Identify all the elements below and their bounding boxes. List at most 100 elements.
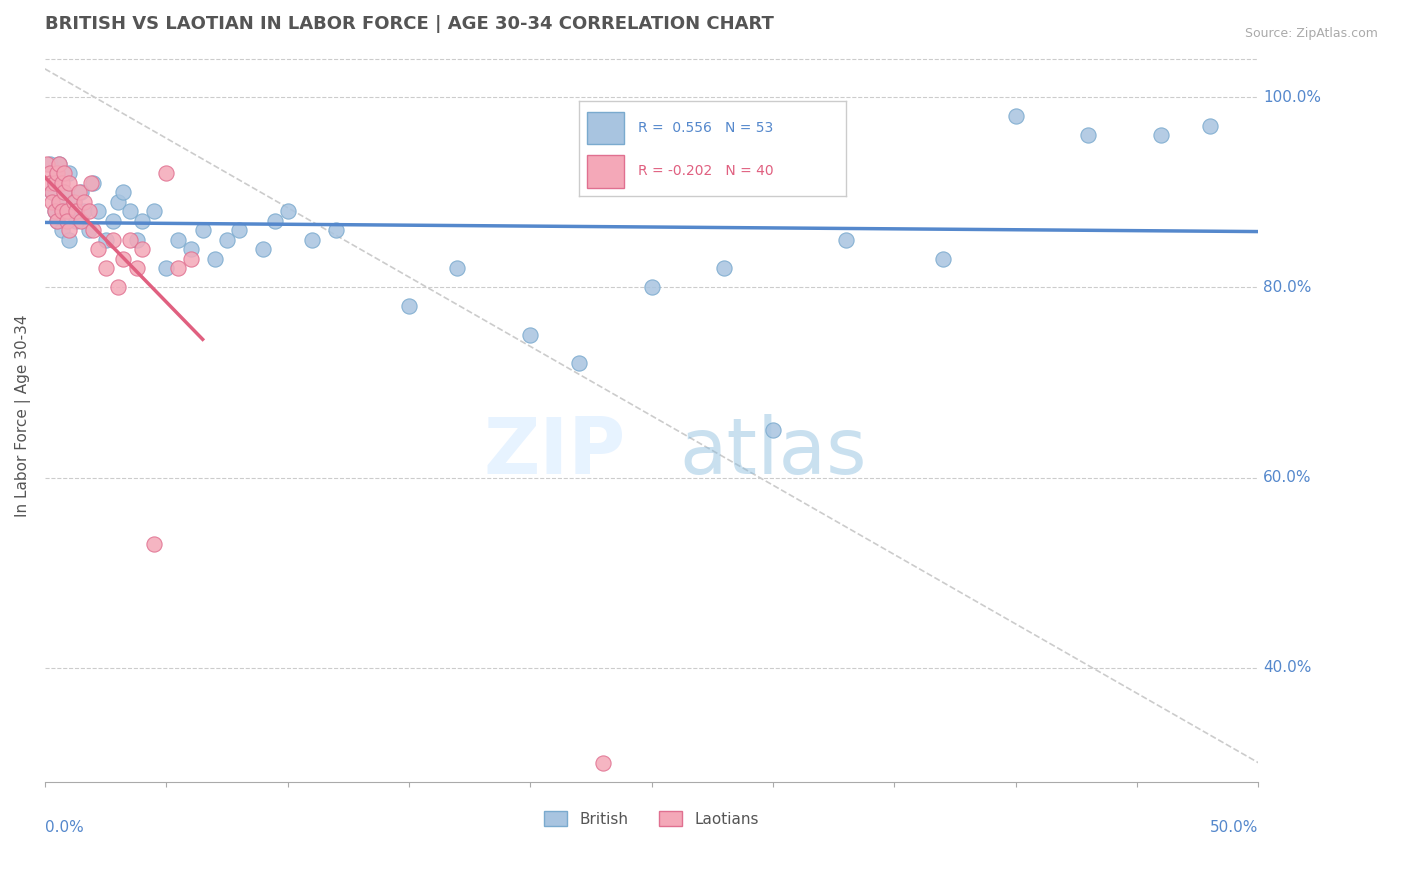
Point bbox=[38, 166, 60, 180]
Point bbox=[37, 157, 59, 171]
Point bbox=[167, 233, 190, 247]
Point bbox=[179, 252, 201, 266]
Text: ZIP: ZIP bbox=[484, 415, 626, 491]
Point bbox=[143, 204, 166, 219]
Point bbox=[228, 223, 250, 237]
Point bbox=[87, 243, 110, 257]
Point bbox=[94, 261, 117, 276]
Point bbox=[55, 214, 77, 228]
Point bbox=[82, 223, 104, 237]
Point bbox=[38, 176, 60, 190]
Point bbox=[127, 233, 149, 247]
Text: Source: ZipAtlas.com: Source: ZipAtlas.com bbox=[1244, 27, 1378, 40]
Point bbox=[70, 186, 93, 200]
Point bbox=[65, 214, 87, 228]
Point bbox=[67, 186, 90, 200]
Point bbox=[77, 223, 100, 237]
Point bbox=[51, 176, 73, 190]
Point bbox=[640, 280, 662, 294]
Legend: British, Laotians: British, Laotians bbox=[538, 805, 765, 832]
Point bbox=[932, 252, 955, 266]
Text: 40.0%: 40.0% bbox=[1263, 660, 1312, 675]
Point bbox=[118, 233, 141, 247]
Text: 80.0%: 80.0% bbox=[1263, 280, 1312, 295]
Point bbox=[51, 223, 73, 237]
Point bbox=[48, 194, 70, 209]
Point bbox=[55, 204, 77, 219]
Point bbox=[835, 233, 858, 247]
Y-axis label: In Labor Force | Age 30-34: In Labor Force | Age 30-34 bbox=[15, 315, 31, 517]
Point bbox=[44, 176, 66, 190]
Point bbox=[44, 204, 66, 219]
Point bbox=[131, 214, 153, 228]
Point bbox=[107, 194, 129, 209]
Point bbox=[204, 252, 226, 266]
Point bbox=[41, 186, 63, 200]
Point bbox=[44, 204, 66, 219]
Point bbox=[1077, 128, 1099, 143]
Point bbox=[568, 357, 591, 371]
Point bbox=[73, 194, 96, 209]
Point bbox=[58, 233, 80, 247]
Point bbox=[127, 261, 149, 276]
Point bbox=[44, 176, 66, 190]
Point bbox=[94, 233, 117, 247]
Point bbox=[277, 204, 299, 219]
Point bbox=[55, 204, 77, 219]
Point bbox=[398, 300, 420, 314]
Point bbox=[325, 223, 347, 237]
Point bbox=[264, 214, 287, 228]
Point bbox=[70, 214, 93, 228]
Point bbox=[713, 261, 735, 276]
Point bbox=[131, 243, 153, 257]
Point bbox=[65, 204, 87, 219]
Point bbox=[82, 176, 104, 190]
Point bbox=[46, 214, 69, 228]
Text: 60.0%: 60.0% bbox=[1263, 470, 1312, 485]
Point bbox=[107, 280, 129, 294]
Point bbox=[167, 261, 190, 276]
Point bbox=[1004, 109, 1026, 123]
Point bbox=[592, 756, 614, 770]
Point bbox=[63, 194, 86, 209]
Point bbox=[215, 233, 238, 247]
Point bbox=[87, 204, 110, 219]
Point bbox=[48, 157, 70, 171]
Point bbox=[48, 194, 70, 209]
Point bbox=[53, 166, 76, 180]
Text: atlas: atlas bbox=[679, 415, 866, 491]
Point bbox=[519, 328, 541, 343]
Point bbox=[51, 204, 73, 219]
Point bbox=[58, 166, 80, 180]
Point bbox=[46, 166, 69, 180]
Point bbox=[77, 204, 100, 219]
Point bbox=[48, 157, 70, 171]
Point bbox=[301, 233, 323, 247]
Point bbox=[1150, 128, 1173, 143]
Point bbox=[58, 223, 80, 237]
Point bbox=[73, 204, 96, 219]
Point bbox=[179, 243, 201, 257]
Point bbox=[58, 176, 80, 190]
Point bbox=[191, 223, 214, 237]
Point bbox=[762, 423, 785, 437]
Point bbox=[118, 204, 141, 219]
Point bbox=[80, 176, 103, 190]
Point bbox=[155, 166, 177, 180]
Point bbox=[155, 261, 177, 276]
Point bbox=[111, 186, 134, 200]
Text: 0.0%: 0.0% bbox=[45, 820, 83, 835]
Point bbox=[41, 194, 63, 209]
Point bbox=[53, 186, 76, 200]
Point bbox=[111, 252, 134, 266]
Point bbox=[46, 214, 69, 228]
Point bbox=[446, 261, 468, 276]
Point bbox=[38, 157, 60, 171]
Point bbox=[63, 194, 86, 209]
Point bbox=[41, 186, 63, 200]
Point bbox=[53, 186, 76, 200]
Text: 100.0%: 100.0% bbox=[1263, 90, 1322, 105]
Point bbox=[143, 537, 166, 551]
Text: 50.0%: 50.0% bbox=[1211, 820, 1258, 835]
Point bbox=[1198, 119, 1220, 133]
